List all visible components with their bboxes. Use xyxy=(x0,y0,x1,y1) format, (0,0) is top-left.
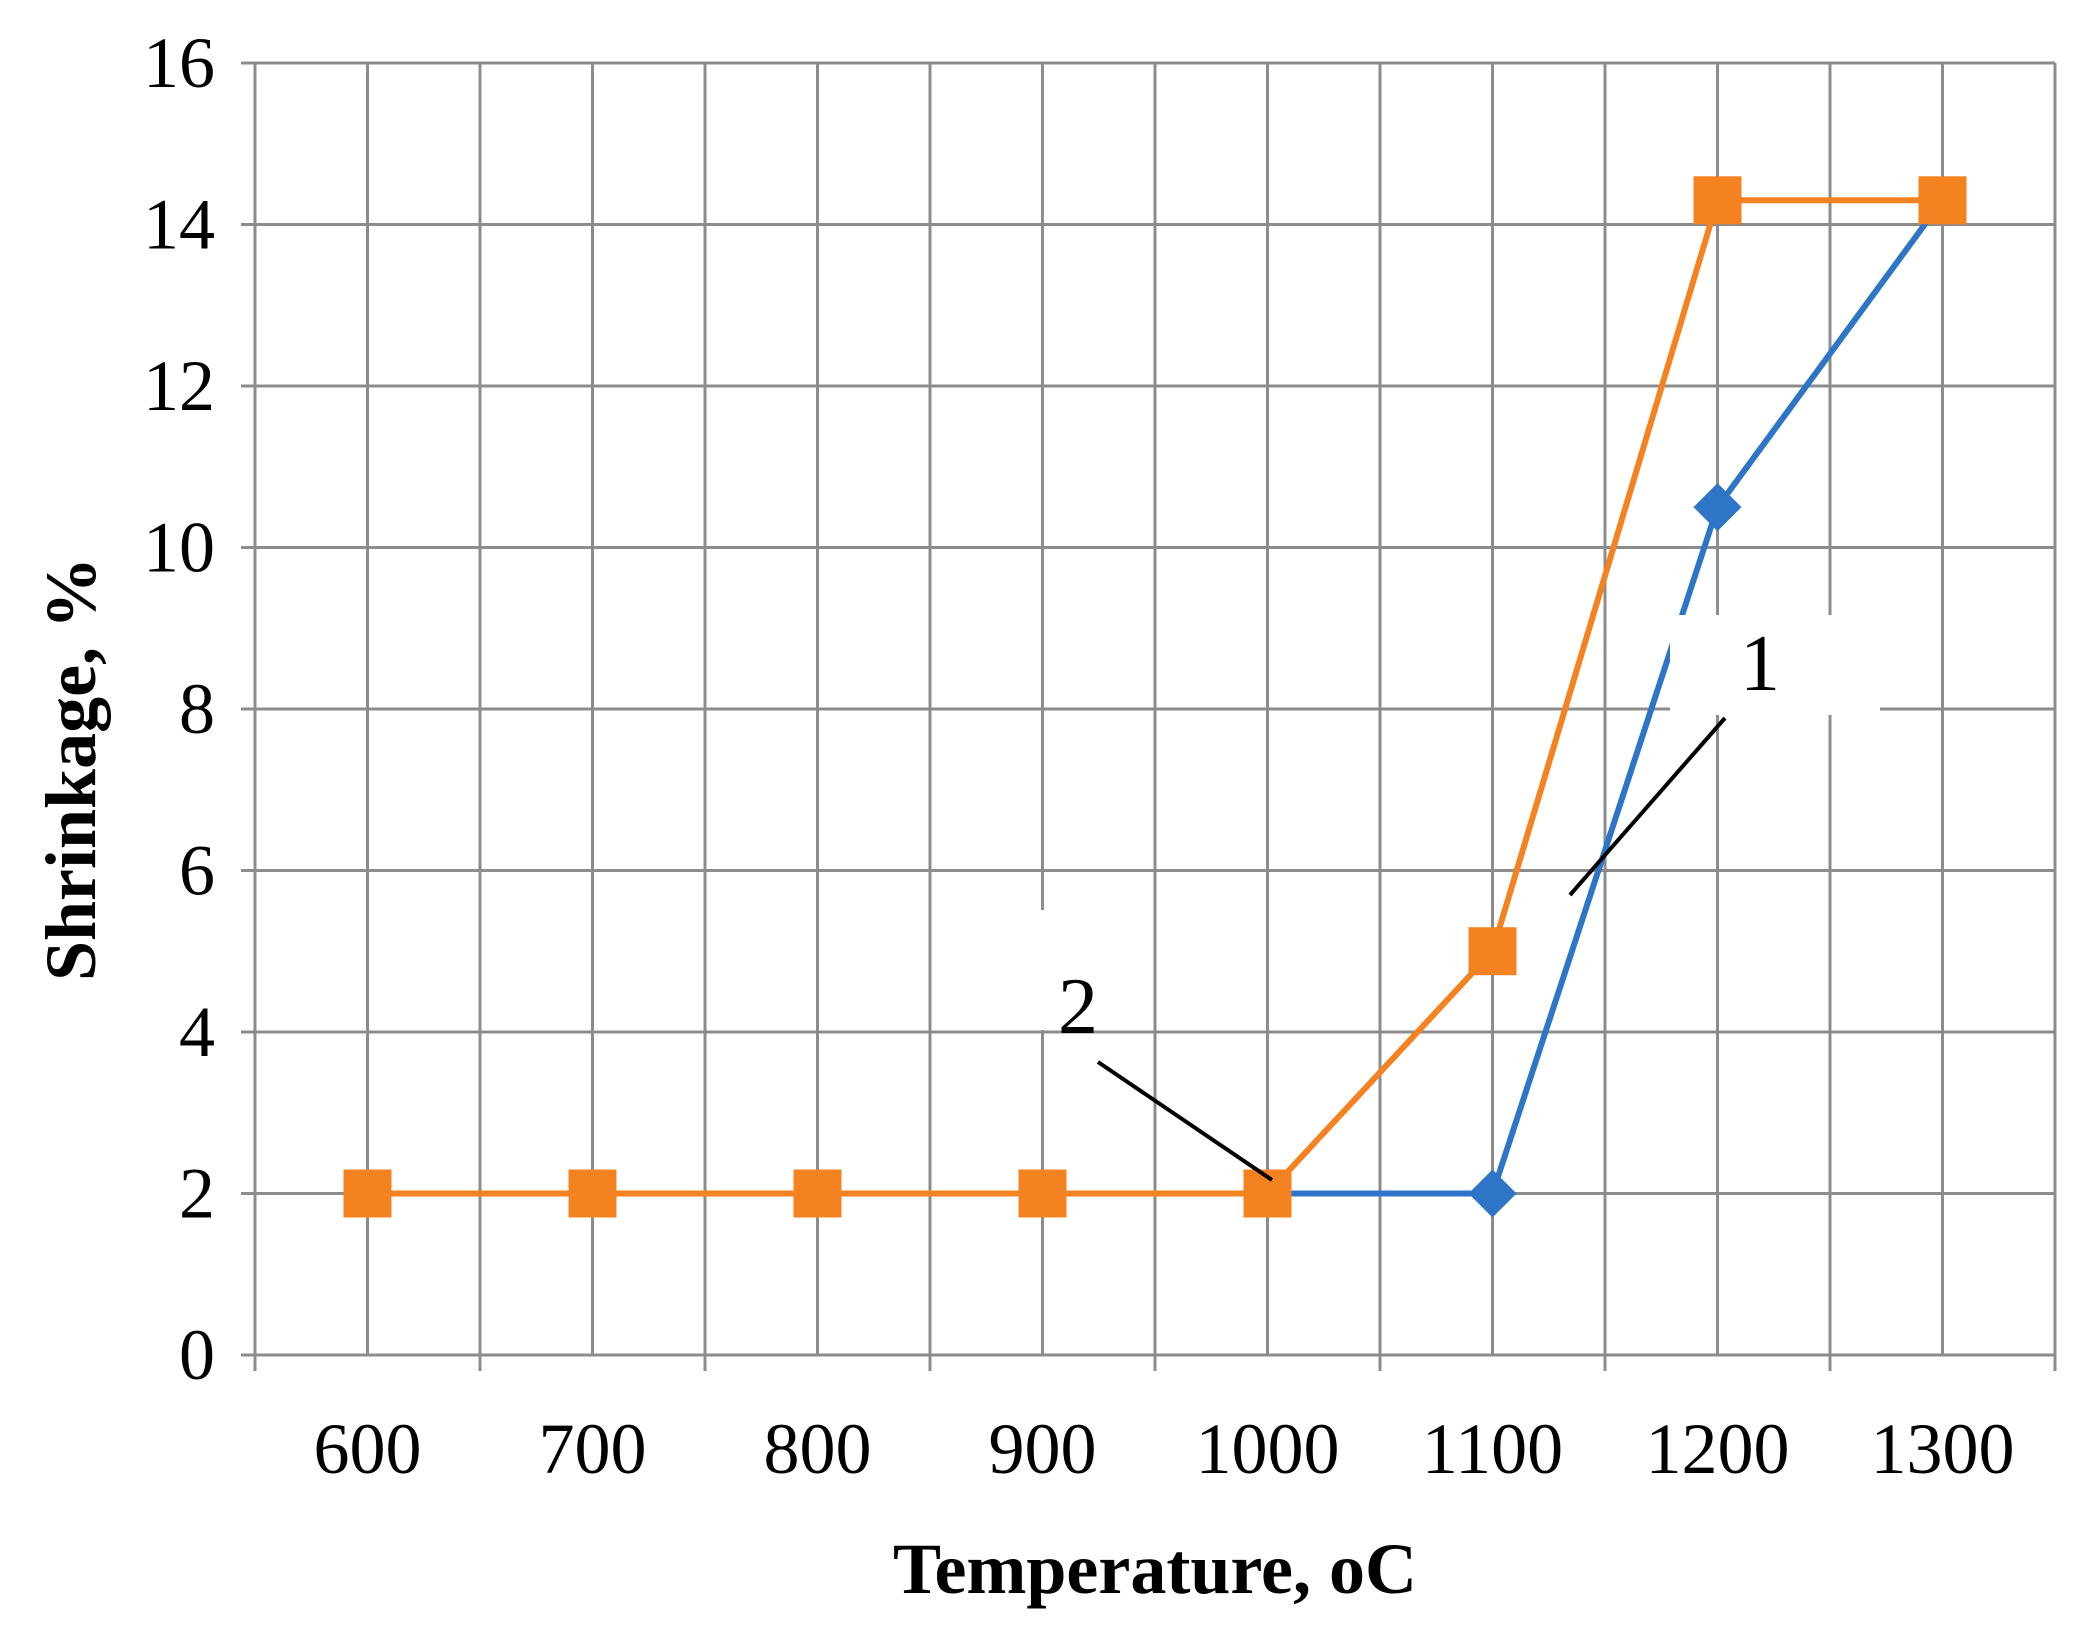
y-tick-label: 6 xyxy=(179,831,215,911)
data-point xyxy=(343,1169,392,1218)
annotation-label-1: 1 xyxy=(1740,620,1780,708)
y-tick-label: 2 xyxy=(179,1154,215,1234)
data-point xyxy=(1693,176,1742,225)
annotation-leader-1 xyxy=(1568,716,1727,897)
y-tick-label: 12 xyxy=(143,346,215,426)
x-tick-label: 1100 xyxy=(1422,1409,1563,1489)
annotation-box-2 xyxy=(970,910,1150,1030)
annotations: 12 xyxy=(970,615,1880,1182)
y-tick-label: 16 xyxy=(143,23,215,103)
y-tick-label: 10 xyxy=(143,508,215,588)
x-axis-title: Temperature, oC xyxy=(893,1529,1417,1609)
data-point xyxy=(1468,927,1517,976)
annotation-label-2: 2 xyxy=(1058,963,1098,1051)
data-point xyxy=(568,1169,617,1218)
x-tick-label: 900 xyxy=(989,1409,1097,1489)
axes xyxy=(241,61,2057,1371)
y-tick-label: 14 xyxy=(143,185,215,265)
data-point xyxy=(1693,483,1742,532)
x-tick-label: 800 xyxy=(764,1409,872,1489)
annotation-leader-2 xyxy=(1096,1060,1274,1182)
series-line-2 xyxy=(367,197,1943,1197)
x-tick-label: 700 xyxy=(539,1409,647,1489)
y-tick-label: 4 xyxy=(179,992,215,1072)
y-tick-label: 8 xyxy=(179,669,215,749)
x-tick-label: 1000 xyxy=(1196,1409,1340,1489)
annotation-box-1 xyxy=(1670,615,1880,715)
x-tick-label: 600 xyxy=(314,1409,422,1489)
x-tick-label: 1300 xyxy=(1871,1409,2015,1489)
y-tick-label: 0 xyxy=(179,1315,215,1395)
data-point xyxy=(1918,176,1967,225)
data-point xyxy=(1468,1169,1517,1218)
data-point xyxy=(1018,1169,1067,1218)
data-point xyxy=(793,1169,842,1218)
x-tick-label: 1200 xyxy=(1646,1409,1790,1489)
y-axis-title: Shrinkage, % xyxy=(31,557,111,981)
